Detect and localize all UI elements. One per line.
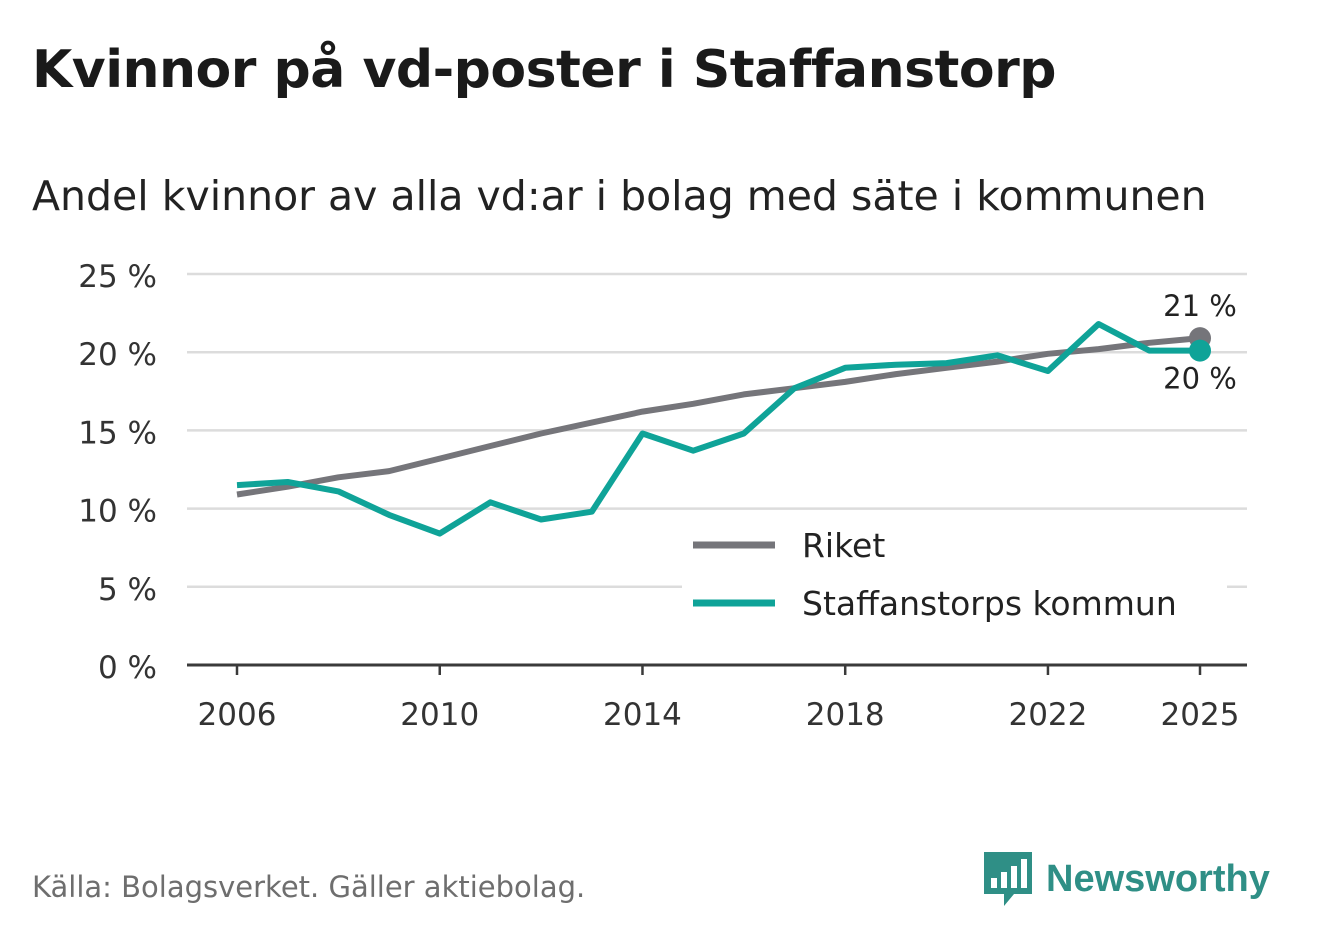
series-endpoints: 21 % 20 % [1163, 289, 1237, 396]
legend-background [682, 520, 1227, 638]
end-label-riket: 21 % [1163, 289, 1237, 323]
legend: Riket Staffanstorps kommun [693, 526, 1177, 623]
newsworthy-logo-icon [984, 852, 1032, 906]
chart-subtitle: Andel kvinnor av alla vd:ar i bolag med … [32, 172, 1207, 220]
brand-logo: Newsworthy [980, 848, 1270, 910]
y-tick-label: 25 % [78, 259, 157, 295]
source-note: Källa: Bolagsverket. Gäller aktiebolag. [32, 870, 586, 904]
y-tick-label: 5 % [98, 572, 157, 608]
x-tick-label: 2022 [1008, 697, 1087, 733]
x-tick-label: 2014 [603, 697, 682, 733]
x-tick-label: 2010 [400, 697, 479, 733]
brand-name: Newsworthy [1046, 857, 1270, 900]
x-tick-label: 2006 [198, 697, 277, 733]
legend-label-riket: Riket [802, 526, 885, 565]
y-axis-ticks: 0 % 5 % 10 % 15 % 20 % 25 % [78, 259, 157, 686]
y-tick-label: 15 % [78, 415, 157, 451]
x-tick-label: 2025 [1161, 697, 1240, 733]
chart-title: Kvinnor på vd-poster i Staffanstorp [32, 40, 1057, 100]
series-line-riket [236, 335, 1201, 498]
legend-label-staffanstorp: Staffanstorps kommun [802, 584, 1177, 623]
y-tick-label: 20 % [78, 337, 157, 373]
endpoint-staffanstorp [1189, 339, 1211, 362]
series-lines [236, 321, 1201, 537]
x-tick-label: 2018 [806, 697, 885, 733]
end-label-staffanstorp: 20 % [1163, 362, 1237, 396]
series-line-staffanstorp [236, 321, 1200, 537]
y-tick-label: 0 % [98, 650, 157, 686]
legend-box [682, 520, 1227, 638]
x-axis: 2006 2010 2014 2018 2022 2025 [187, 663, 1247, 733]
y-tick-label: 10 % [78, 494, 157, 530]
